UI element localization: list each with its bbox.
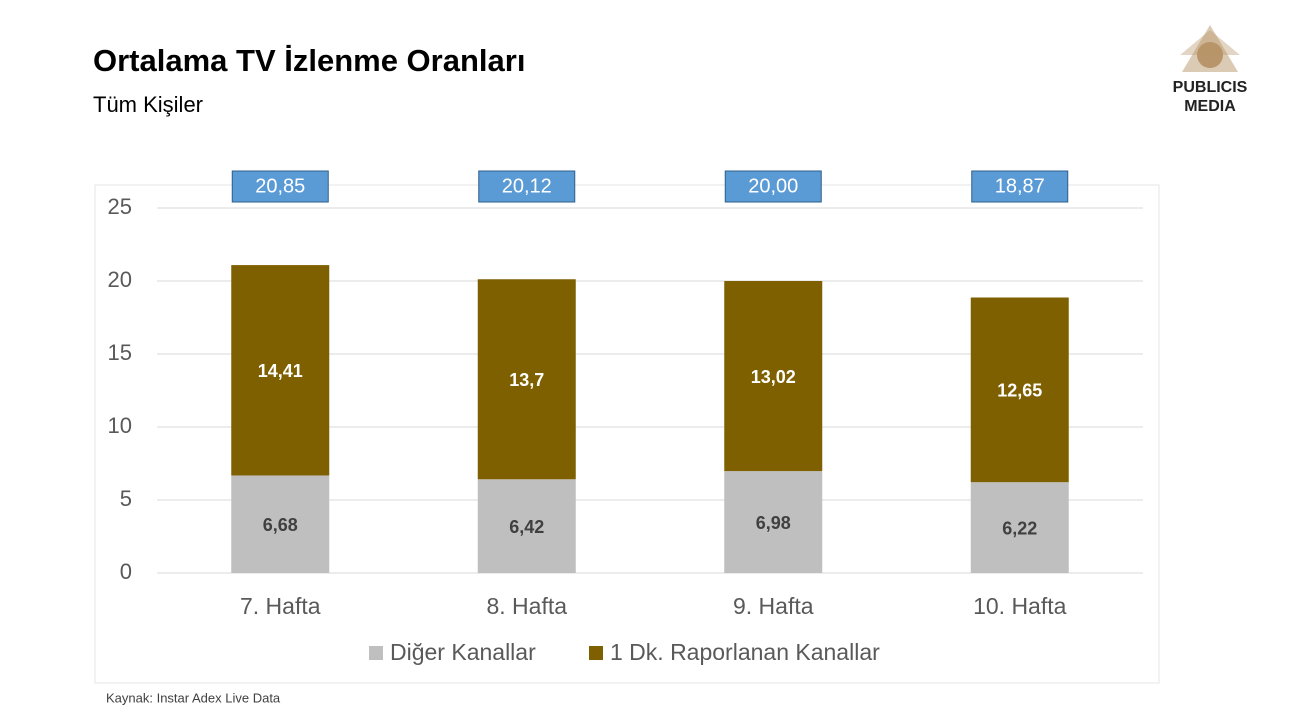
chart-frame bbox=[94, 184, 1160, 684]
logo: PUBLICIS MEDIA bbox=[1173, 25, 1248, 115]
logo-text: MEDIA bbox=[1184, 98, 1236, 115]
legend-swatch bbox=[589, 646, 603, 660]
chart-subtitle: Tüm Kişiler bbox=[93, 92, 203, 117]
y-tick-label: 10 bbox=[108, 413, 132, 438]
y-tick-label: 15 bbox=[108, 340, 132, 365]
legend-label: Diğer Kanallar bbox=[390, 639, 536, 665]
total-label: 18,87 bbox=[995, 175, 1045, 197]
logo-text: PUBLICIS bbox=[1173, 79, 1248, 96]
x-tick-label: 7. Hafta bbox=[240, 593, 321, 619]
data-label: 13,7 bbox=[509, 370, 544, 390]
bar-segment bbox=[724, 471, 823, 573]
bar-segment bbox=[970, 482, 1069, 573]
bar-segment bbox=[477, 479, 576, 573]
bar-segment bbox=[970, 297, 1069, 483]
data-label: 6,22 bbox=[1002, 518, 1037, 538]
data-label: 6,68 bbox=[263, 515, 298, 535]
total-box bbox=[231, 170, 329, 203]
data-label: 13,02 bbox=[751, 367, 796, 387]
data-label: 12,65 bbox=[997, 381, 1042, 401]
total-label: 20,12 bbox=[502, 175, 552, 197]
x-tick-label: 8. Hafta bbox=[486, 593, 567, 619]
total-label: 20,00 bbox=[748, 175, 798, 197]
bar-segment bbox=[231, 265, 330, 476]
legend-label: 1 Dk. Raporlanan Kanallar bbox=[610, 639, 880, 665]
y-tick-label: 0 bbox=[120, 559, 132, 584]
total-box bbox=[478, 170, 576, 203]
source-note: Kaynak: Instar Adex Live Data bbox=[106, 690, 281, 705]
chart-title: Ortalama TV İzlenme Oranları bbox=[93, 43, 525, 78]
bar-segment bbox=[724, 281, 823, 472]
total-box bbox=[971, 170, 1069, 203]
total-label: 20,85 bbox=[255, 175, 305, 197]
bar-segment bbox=[231, 475, 330, 573]
y-tick-label: 25 bbox=[108, 194, 132, 219]
data-label: 6,42 bbox=[509, 517, 544, 537]
logo-sun bbox=[1180, 25, 1240, 72]
data-label: 14,41 bbox=[258, 361, 303, 381]
data-label: 6,98 bbox=[756, 513, 791, 533]
y-tick-label: 20 bbox=[108, 267, 132, 292]
total-box bbox=[724, 170, 822, 203]
x-tick-label: 10. Hafta bbox=[973, 593, 1067, 619]
y-tick-label: 5 bbox=[120, 486, 132, 511]
bar-segment bbox=[477, 279, 576, 480]
legend-swatch bbox=[369, 646, 383, 660]
x-tick-label: 9. Hafta bbox=[733, 593, 814, 619]
